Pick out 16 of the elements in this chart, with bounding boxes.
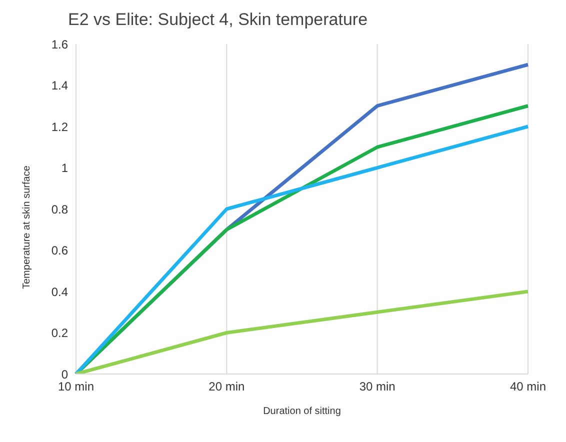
y-axis-title: Temperature at skin surface	[22, 165, 33, 289]
y-tick-label: 0	[61, 367, 68, 382]
y-tick-label: 1.6	[51, 37, 68, 52]
chart-title: E2 vs Elite: Subject 4, Skin temperature	[68, 10, 368, 30]
x-tick-label: 10 min	[58, 380, 94, 394]
y-tick-label: 0.6	[51, 244, 68, 258]
y-tick-label: 0.8	[51, 202, 68, 216]
x-tick-label: 20 min	[208, 380, 245, 394]
x-axis-title: Duration of sitting	[263, 406, 341, 417]
y-tick-label: 0.2	[51, 326, 68, 340]
x-tick-label: 30 min	[359, 380, 396, 394]
x-tick-label: 40 min	[510, 380, 546, 394]
y-tick-label: 0.4	[51, 284, 68, 299]
y-tick-label: 1.2	[51, 120, 68, 134]
y-tick-label: 1.4	[51, 78, 68, 93]
y-tick-label: 1	[61, 161, 68, 176]
